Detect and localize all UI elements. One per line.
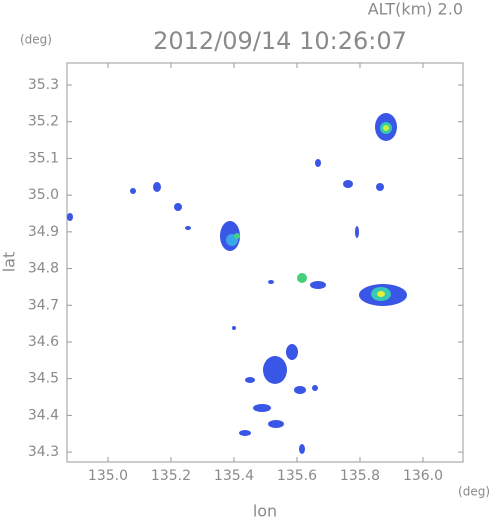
echo — [185, 226, 191, 230]
y-tick-label: 34.3 — [28, 444, 59, 460]
y-unit: (deg) — [20, 33, 52, 47]
echo — [130, 188, 136, 194]
echo — [299, 444, 305, 454]
x-tick-label: 135.6 — [277, 468, 317, 484]
echo — [153, 182, 161, 192]
y-tick-label: 34.7 — [28, 297, 59, 313]
altitude-annotation: ALT(km) 2.0 — [368, 0, 463, 19]
y-tick-label: 34.9 — [28, 224, 59, 240]
y-tick-label: 35.1 — [28, 150, 59, 166]
x-tick-label: 135.4 — [214, 468, 254, 484]
y-tick-label: 35.3 — [28, 77, 59, 93]
echo — [253, 404, 271, 412]
y-tick-label: 34.5 — [28, 371, 59, 387]
echo — [174, 203, 182, 211]
echo — [286, 344, 298, 360]
x-tick-label: 135.0 — [88, 468, 128, 484]
x-tick-label: 136.0 — [403, 468, 443, 484]
y-tick-label: 34.4 — [28, 407, 59, 423]
x-tick-label: 135.2 — [151, 468, 191, 484]
echo — [343, 180, 353, 188]
echo — [268, 280, 274, 284]
radar-echoes — [67, 113, 407, 454]
echo — [263, 356, 287, 384]
echo — [383, 125, 389, 131]
echo — [245, 377, 255, 383]
y-axis-label: lat — [0, 252, 19, 273]
echo — [294, 386, 306, 394]
x-tick-label: 135.8 — [340, 468, 380, 484]
echo — [355, 226, 359, 238]
echo — [239, 430, 251, 436]
echo — [234, 233, 240, 239]
echo — [297, 273, 307, 283]
x-unit: (deg) — [458, 485, 490, 499]
y-tick-label: 35.2 — [28, 114, 59, 130]
x-axis-label: lon — [253, 502, 277, 521]
y-tick-label: 34.8 — [28, 261, 59, 277]
plot-frame — [66, 62, 464, 463]
y-tick-label: 35.0 — [28, 187, 59, 203]
y-tick-label: 34.6 — [28, 334, 59, 350]
chart-title: 2012/09/14 10:26:07 — [153, 27, 407, 55]
echo — [310, 281, 326, 289]
echo — [232, 326, 236, 330]
echo — [315, 159, 321, 167]
echo — [376, 183, 384, 191]
echo — [377, 291, 385, 297]
echo — [268, 420, 284, 428]
echo — [312, 385, 318, 391]
echo — [67, 213, 73, 221]
